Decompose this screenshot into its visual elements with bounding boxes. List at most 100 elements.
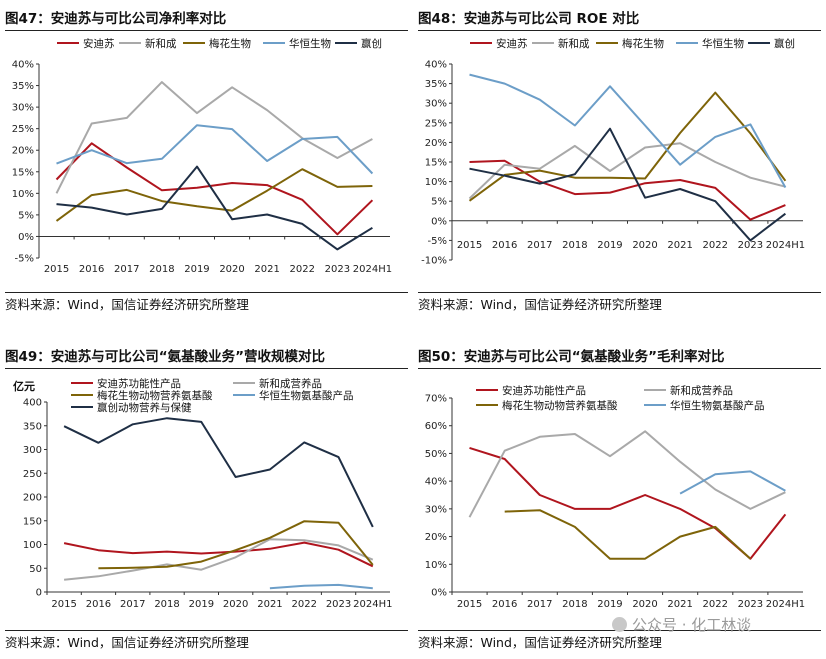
series-line [56,124,374,175]
y-tick-label: 15% [425,158,447,169]
series-line [504,509,752,560]
x-tick-label: 2020 [219,264,244,275]
series-line [55,81,373,194]
y-tick-label: 40% [425,60,447,71]
legend-label: 安迪苏 [496,37,528,50]
x-tick-label: 2017 [527,599,552,610]
y-tick-label: 30% [425,99,447,110]
legend-label: 新和成 [558,37,590,50]
panel-amino-gross-margin: 图50：安迪苏与可比公司“氨基酸业务”毛利率对比 0% 10% 20% 30% 40% 5… [418,346,821,650]
series-line [55,168,373,222]
legend-label: 新和成 [145,37,177,50]
panel-amino-revenue: 图49：安迪苏与可比公司“氨基酸业务”营收规模对比 0 50 100 150 200 25… [5,346,408,650]
legend-label: 新和成营养品 [670,384,733,397]
legend-label: 梅花生物动物营养氨基酸 [97,389,213,402]
y-tick-label: 150 [23,516,42,527]
series-line [469,73,787,188]
legend-label: 华恒生物氨基酸产品 [670,399,765,412]
legend-label: 华恒生物氨基酸产品 [259,389,354,402]
y-tick-label: 0% [431,216,447,227]
x-tick-label: 2019 [597,599,622,610]
x-tick-label: 2022 [292,599,317,610]
x-tick-label: 2016 [492,599,517,610]
x-tick-label: 2022 [703,599,728,610]
x-tick-label: 2017 [114,264,139,275]
x-tick-label: 2022 [703,240,728,251]
x-tick-label: 2019 [597,240,622,251]
series-line [469,446,787,560]
y-tick-label: -5% [428,236,447,247]
chart-amino-revenue: 0 50 100 150 200 250 300 350 400 亿元 2015 2016 2017 20… [13,377,393,610]
legend-label: 安迪苏功能性产品 [97,377,181,390]
x-tick-label: 2023 [326,599,351,610]
x-tick-label: 2018 [562,599,587,610]
y-tick-label: 15% [12,167,34,178]
x-tick-label: 2018 [149,264,174,275]
x-tick-label: 2019 [184,264,209,275]
x-tick-label: 2017 [527,240,552,251]
x-tick-label: 2016 [492,240,517,251]
chart-net-margin: -5% 0% 5% 10% 15% 20% 25% 30% 35% 40% 2015 2016 2017… [12,37,392,275]
x-tick-label: 2024H1 [766,240,805,251]
y-tick-label: 70% [425,394,447,405]
x-tick-label: 2020 [632,599,657,610]
x-tick-label: 2020 [632,240,657,251]
x-tick-label: 2018 [154,599,179,610]
legend-label: 安迪苏 [83,37,115,50]
y-tick-label: 20% [12,146,34,157]
y-tick-label: 50 [29,564,42,575]
y-tick-label: 250 [23,469,42,480]
legend-label: 新和成营养品 [259,377,322,390]
legend-label: 梅花生物动物营养氨基酸 [502,399,618,412]
y-tick-label: 25% [425,118,447,129]
panel-title: 图48：安迪苏与可比公司 ROE 对比 [418,8,821,31]
y-tick-label: 35% [425,79,447,90]
x-tick-label: 2015 [44,264,69,275]
y-tick-label: 350 [23,421,42,432]
y-tick-label: 20% [425,532,447,543]
panel-title: 图49：安迪苏与可比公司“氨基酸业务”营收规模对比 [5,346,408,369]
x-tick-label: 2024H1 [766,599,805,610]
panel-roe: 图48：安迪苏与可比公司 ROE 对比 -10% -5% 0% 5% 10% 15% 20%… [418,8,821,312]
x-tick-label: 2020 [223,599,248,610]
y-tick-label: 35% [12,81,34,92]
y-tick-label: 25% [12,124,34,135]
legend-label: 安迪苏功能性产品 [502,384,586,397]
y-tick-label: 0 [36,588,42,599]
legend-label: 赢创 [361,37,382,50]
series-line [468,142,786,200]
y-tick-label: 300 [23,445,42,456]
panel-title: 图50：安迪苏与可比公司“氨基酸业务”毛利率对比 [418,346,821,369]
legend-label: 赢创动物营养与保健 [97,401,192,414]
x-tick-label: 2017 [120,599,145,610]
watermark-text: 公众号 · 化工林谈 [632,616,752,634]
x-tick-label: 2021 [667,240,692,251]
series-line [468,91,787,202]
series-line [468,430,786,518]
watermark: 公众号 · 化工林谈 [612,614,751,635]
y-tick-label: -5% [15,254,34,265]
x-tick-label: 2021 [667,599,692,610]
series-line [98,520,374,570]
y-tick-label: 10% [12,189,34,200]
legend-label: 梅花生物 [209,37,251,50]
y-tick-label: 5% [18,210,34,221]
series-line [269,583,373,590]
y-tick-label: 30% [425,504,447,515]
y-tick-label: 200 [23,493,42,504]
y-tick-label: 60% [425,421,447,432]
x-tick-label: 2023 [325,264,350,275]
panel-source: 资料来源：Wind，国信证券经济研究所整理 [418,292,821,315]
x-tick-label: 2019 [189,599,214,610]
y-tick-label: 0% [18,232,34,243]
y-axis-label: 亿元 [13,379,35,393]
series-line [55,142,374,236]
series-line [56,165,373,251]
series-line [63,417,374,528]
x-tick-label: 2022 [290,264,315,275]
y-tick-label: 20% [425,138,447,149]
x-tick-label: 2021 [254,264,279,275]
y-tick-label: 40% [425,477,447,488]
x-tick-label: 2024H1 [353,599,392,610]
chart-amino-gross-margin: 0% 10% 20% 30% 40% 50% 60% 70% 2015 2016 2017 2018 2… [425,384,805,610]
